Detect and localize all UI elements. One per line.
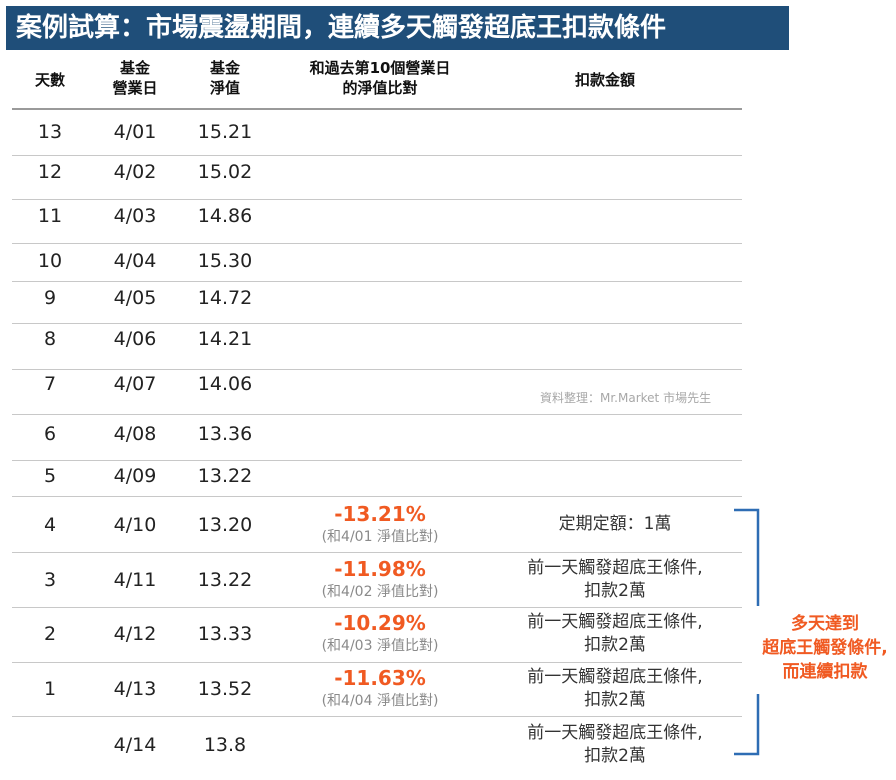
row-divider [12, 460, 742, 461]
date-cell: 4/03 [113, 205, 157, 227]
compare-note: (和4/01 淨值比對) [321, 529, 439, 545]
days-cell: 7 [43, 373, 57, 395]
pct-change: -11.98% [334, 557, 426, 581]
amount-line2: 扣款2萬 [584, 635, 646, 655]
days-cell: 2 [43, 623, 57, 645]
header-date-line2: 營業日 [112, 79, 158, 97]
amount-line1: 前一天觸發超底王條件, [527, 612, 703, 632]
date-cell: 4/07 [113, 373, 157, 395]
nav-cell: 14.72 [197, 287, 253, 309]
header-date-line1: 基金 [119, 59, 150, 77]
note-line1: 多天達到 [791, 614, 859, 634]
date-cell: 4/01 [113, 121, 157, 143]
row-divider [12, 369, 742, 370]
row-divider [12, 662, 742, 663]
days-cell: 8 [43, 328, 57, 350]
source-credit: 資料整理：Mr.Market 市場先生 [540, 391, 712, 405]
nav-cell: 15.02 [197, 161, 253, 183]
date-cell: 4/14 [113, 734, 157, 756]
row-divider [12, 199, 742, 200]
nav-cell: 13.52 [197, 678, 253, 700]
row-divider [12, 414, 742, 415]
date-cell: 4/02 [113, 161, 157, 183]
nav-cell: 14.86 [197, 205, 253, 227]
row-divider [12, 552, 742, 553]
amount-line1: 前一天觸發超底王條件, [527, 723, 703, 743]
row-divider [12, 496, 742, 497]
row-divider [12, 607, 742, 608]
date-cell: 4/12 [113, 623, 157, 645]
pct-change: -10.29% [334, 611, 426, 635]
nav-cell: 13.22 [197, 465, 253, 487]
pct-change: -11.63% [334, 666, 426, 690]
amount-line2: 扣款2萬 [584, 746, 646, 766]
amount-line2: 扣款2萬 [584, 581, 646, 601]
row-divider [12, 155, 742, 156]
nav-cell: 13.36 [197, 423, 253, 445]
nav-cell: 13.33 [197, 623, 253, 645]
pct-change: -13.21% [334, 502, 426, 526]
date-cell: 4/10 [113, 514, 157, 536]
date-cell: 4/06 [113, 328, 157, 350]
header-nav: 基金 淨值 [185, 58, 265, 98]
note-line2: 超底王觸發條件, [762, 638, 888, 658]
header-divider [12, 108, 742, 110]
header-nav-line2: 淨值 [209, 79, 240, 97]
amount-line1: 前一天觸發超底王條件, [527, 667, 703, 687]
header-nav-line1: 基金 [209, 59, 240, 77]
days-cell: 12 [37, 161, 63, 183]
nav-cell: 14.21 [197, 328, 253, 350]
header-compare-line2: 的淨值比對 [342, 79, 418, 97]
days-cell: 13 [37, 121, 63, 143]
row-divider [12, 716, 742, 717]
days-cell: 4 [43, 514, 57, 536]
compare-note: (和4/03 淨值比對) [321, 638, 439, 654]
nav-cell: 13.20 [197, 514, 253, 536]
days-cell: 11 [37, 205, 63, 227]
nav-cell: 13.22 [197, 569, 253, 591]
amount-line2: 扣款2萬 [584, 690, 646, 710]
nav-cell: 13.8 [203, 734, 247, 756]
amount-line1: 定期定額：1萬 [558, 514, 672, 534]
header-amount: 扣款金額 [574, 71, 635, 89]
amount-line1: 前一天觸發超底王條件, [527, 558, 703, 578]
nav-cell: 14.06 [197, 373, 253, 395]
date-cell: 4/08 [113, 423, 157, 445]
days-cell: 6 [43, 423, 57, 445]
days-cell: 10 [37, 250, 63, 272]
days-cell: 1 [43, 678, 57, 700]
page-title: 案例試算：市場震盪期間，連續多天觸發超底王扣款條件 [6, 6, 789, 50]
bracket-annotation [734, 508, 760, 756]
date-cell: 4/04 [113, 250, 157, 272]
days-cell: 9 [43, 287, 57, 309]
header-compare: 和過去第10個營業日 的淨值比對 [275, 58, 485, 98]
nav-cell: 15.21 [197, 121, 253, 143]
nav-cell: 15.30 [197, 250, 253, 272]
compare-note: (和4/04 淨值比對) [321, 693, 439, 709]
consecutive-deduction-note: 多天達到 超底王觸發條件, 而連續扣款 [760, 612, 890, 684]
row-divider [12, 281, 742, 282]
row-divider [12, 243, 742, 244]
note-line3: 而連續扣款 [782, 662, 868, 682]
date-cell: 4/13 [113, 678, 157, 700]
compare-note: (和4/02 淨值比對) [321, 584, 439, 600]
row-divider [12, 323, 742, 324]
days-cell: 3 [43, 569, 57, 591]
date-cell: 4/09 [113, 465, 157, 487]
header-compare-line1: 和過去第10個營業日 [309, 59, 451, 77]
date-cell: 4/11 [113, 569, 157, 591]
header-date: 基金 營業日 [95, 58, 175, 98]
date-cell: 4/05 [113, 287, 157, 309]
days-cell: 5 [43, 465, 57, 487]
header-days: 天數 [34, 71, 65, 89]
